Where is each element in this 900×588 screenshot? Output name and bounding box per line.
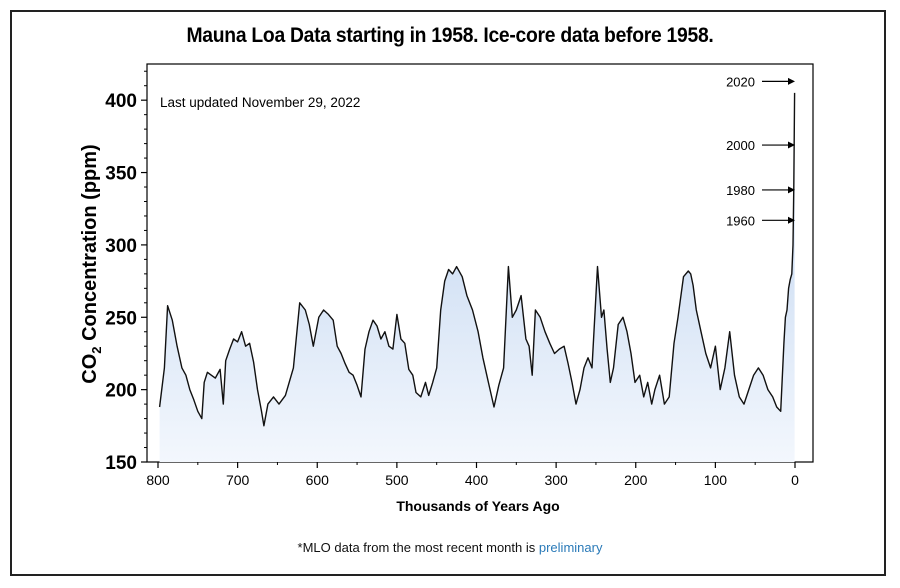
x-tick-label: 400	[465, 472, 489, 488]
y-tick-label: 150	[105, 453, 137, 474]
year-marker-arrowhead-icon	[788, 141, 795, 149]
year-marker-arrowhead-icon	[788, 216, 795, 224]
year-marker-label: 2020	[726, 74, 755, 89]
x-tick-label: 100	[704, 472, 728, 488]
y-axis-label: CO2 Concentration (ppm)	[79, 144, 104, 383]
x-tick-label: 200	[624, 472, 648, 488]
x-tick-label: 0	[791, 472, 799, 488]
year-marker-label: 1980	[726, 183, 755, 198]
year-marker-arrowhead-icon	[788, 186, 795, 194]
co2-series-line	[158, 92, 796, 427]
footnote-text: *MLO data from the most recent month is	[297, 540, 539, 555]
x-tick-label: 500	[385, 472, 409, 488]
co2-chart: 800 700 600 500 400 300 200 100 0 150 200 250 300 350…	[79, 63, 814, 514]
y-tick-label: 300	[105, 236, 137, 257]
y-axis-label-rest: Concentration (ppm)	[79, 144, 101, 346]
x-tick-label: 600	[306, 472, 330, 488]
y-tick-label: 350	[105, 164, 137, 185]
chart-frame: Mauna Loa Data starting in 1958. Ice-cor…	[10, 10, 886, 576]
y-axis-label-co: CO	[79, 354, 101, 384]
y-tick-label: 250	[105, 308, 137, 329]
x-tick-label: 800	[146, 472, 170, 488]
y-axis-label-subscript: 2	[89, 346, 104, 353]
footnote: *MLO data from the most recent month is …	[12, 540, 888, 555]
x-tick-label: 700	[226, 472, 250, 488]
y-tick-label: 200	[105, 381, 137, 402]
preliminary-link[interactable]: preliminary	[538, 540, 603, 555]
x-tick-label: 300	[544, 472, 568, 488]
chart-title: Mauna Loa Data starting in 1958. Ice-cor…	[186, 24, 714, 47]
year-marker-label: 2000	[726, 138, 755, 153]
co2-area-fill	[159, 92, 795, 463]
year-marker-arrowhead-icon	[788, 77, 795, 85]
year-marker-label: 1960	[726, 213, 755, 228]
last-updated-annotation: Last updated November 29, 2022	[160, 95, 360, 110]
y-tick-label: 400	[105, 91, 137, 112]
x-axis-label: Thousands of Years Ago	[396, 498, 559, 514]
